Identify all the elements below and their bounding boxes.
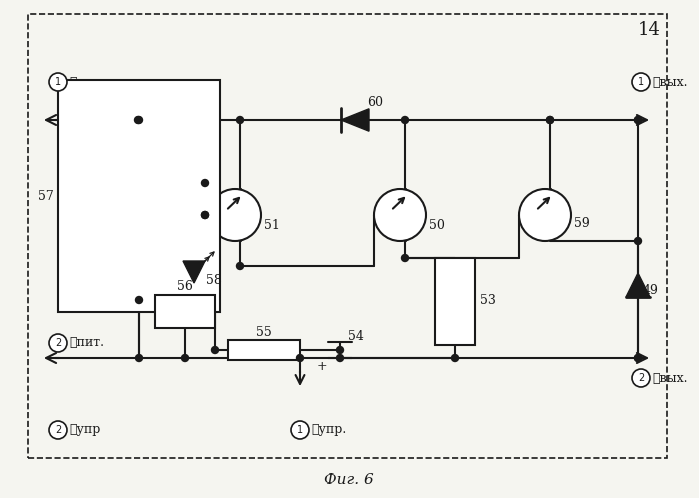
Circle shape bbox=[136, 296, 143, 303]
Circle shape bbox=[236, 117, 243, 124]
Text: 52: 52 bbox=[163, 181, 179, 195]
Circle shape bbox=[182, 355, 189, 362]
Circle shape bbox=[632, 73, 650, 91]
Polygon shape bbox=[183, 261, 205, 283]
Text: 2: 2 bbox=[55, 338, 61, 348]
Text: 2: 2 bbox=[55, 425, 61, 435]
Circle shape bbox=[547, 117, 554, 124]
Text: 1: 1 bbox=[638, 77, 644, 87]
Polygon shape bbox=[626, 273, 650, 297]
Text: 59: 59 bbox=[574, 217, 590, 230]
Bar bbox=[28, 14, 667, 458]
Text: 60: 60 bbox=[367, 96, 383, 109]
Circle shape bbox=[452, 355, 459, 362]
Circle shape bbox=[547, 117, 554, 124]
Bar bbox=[138, 158, 205, 178]
Circle shape bbox=[291, 421, 309, 439]
Circle shape bbox=[212, 347, 219, 354]
Circle shape bbox=[401, 254, 408, 261]
Bar bbox=[58, 80, 220, 312]
Text: 55: 55 bbox=[256, 326, 272, 339]
Circle shape bbox=[296, 355, 303, 362]
Text: 56: 56 bbox=[177, 280, 193, 293]
Circle shape bbox=[236, 262, 243, 269]
Circle shape bbox=[201, 212, 208, 219]
Circle shape bbox=[209, 189, 261, 241]
Bar bbox=[435, 258, 475, 345]
Text: 54: 54 bbox=[348, 330, 364, 343]
Text: ①пит.: ①пит. bbox=[69, 76, 104, 89]
Circle shape bbox=[49, 73, 67, 91]
Text: +: + bbox=[317, 360, 327, 373]
Text: ②упр: ②упр bbox=[69, 423, 101, 437]
Circle shape bbox=[201, 212, 208, 219]
Text: ①упр.: ①упр. bbox=[311, 423, 346, 437]
Text: 53: 53 bbox=[480, 294, 496, 307]
Circle shape bbox=[635, 355, 642, 362]
Circle shape bbox=[635, 238, 642, 245]
Text: 14: 14 bbox=[637, 21, 661, 39]
Text: ②вых.: ②вых. bbox=[652, 372, 688, 384]
Circle shape bbox=[519, 189, 571, 241]
Circle shape bbox=[635, 355, 642, 362]
Circle shape bbox=[401, 117, 408, 124]
Circle shape bbox=[336, 347, 343, 354]
Circle shape bbox=[635, 117, 642, 124]
Text: ②пит.: ②пит. bbox=[69, 337, 104, 350]
Bar bbox=[155, 295, 215, 328]
Polygon shape bbox=[341, 109, 369, 131]
Text: ①вых.: ①вых. bbox=[652, 76, 688, 89]
Circle shape bbox=[336, 355, 343, 362]
Circle shape bbox=[635, 117, 642, 124]
Circle shape bbox=[134, 117, 141, 124]
Text: 51: 51 bbox=[264, 219, 280, 232]
Circle shape bbox=[136, 117, 143, 124]
Text: 58: 58 bbox=[206, 273, 222, 286]
Text: 2: 2 bbox=[638, 373, 644, 383]
Text: 57: 57 bbox=[38, 190, 54, 203]
Text: 49: 49 bbox=[643, 283, 659, 296]
Circle shape bbox=[374, 189, 426, 241]
Text: 1: 1 bbox=[297, 425, 303, 435]
Circle shape bbox=[136, 355, 143, 362]
Circle shape bbox=[632, 369, 650, 387]
Text: 50: 50 bbox=[429, 219, 445, 232]
Text: 1: 1 bbox=[55, 77, 61, 87]
Circle shape bbox=[49, 421, 67, 439]
Bar bbox=[228, 340, 300, 360]
Circle shape bbox=[201, 179, 208, 186]
Circle shape bbox=[49, 334, 67, 352]
Text: Фиг. 6: Фиг. 6 bbox=[324, 473, 374, 487]
